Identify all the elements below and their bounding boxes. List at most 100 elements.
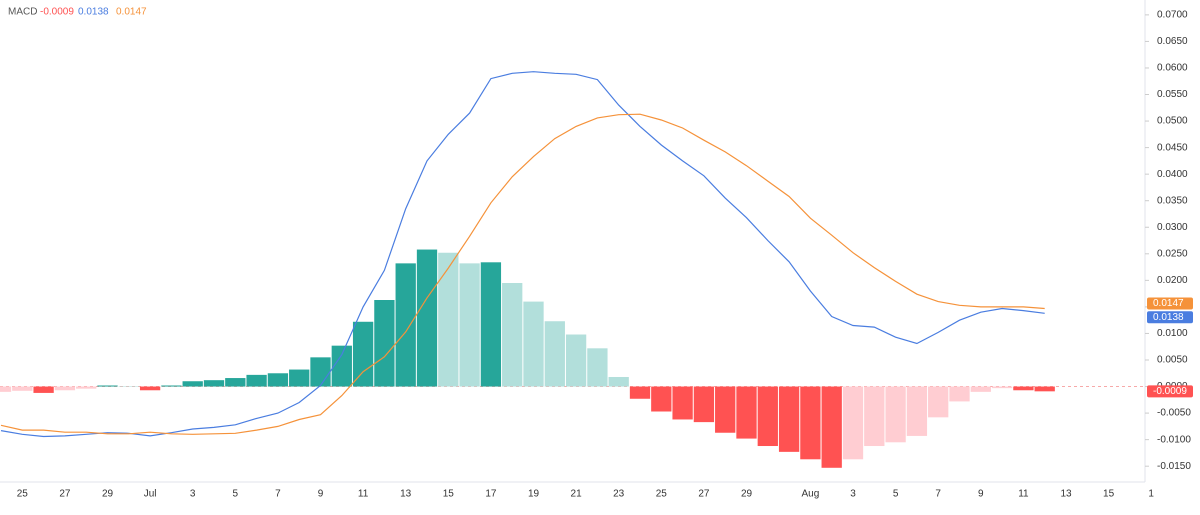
histogram-bar [544, 321, 565, 387]
histogram-bar [587, 348, 608, 387]
x-tick-label: 11 [1018, 489, 1029, 500]
y-tick-label: 0.0250 [1157, 248, 1188, 259]
histogram-bar [1013, 386, 1034, 391]
last-value-label: 0.0147 [1153, 298, 1184, 309]
x-tick-label: 21 [571, 489, 583, 500]
histogram-bar [182, 381, 203, 387]
histogram-bar [118, 386, 139, 387]
histogram-bar [715, 386, 736, 433]
histogram-bar [203, 380, 225, 387]
last-value-badge [1147, 297, 1193, 310]
histogram-bar [502, 283, 523, 387]
x-tick-label: 7 [275, 489, 281, 500]
x-tick-label: 29 [102, 489, 114, 500]
histogram-bar [565, 334, 587, 387]
histogram-bar [459, 263, 480, 387]
histogram-bar [629, 386, 651, 399]
histogram-bar [523, 301, 544, 387]
y-tick-label: 0.0200 [1157, 275, 1188, 286]
histogram-bar [651, 386, 672, 412]
histogram-bar [970, 386, 991, 392]
y-tick-label: 0.0350 [1157, 195, 1188, 206]
histogram-bar [693, 386, 715, 423]
histogram-bar [757, 386, 778, 447]
x-tick-label: 1 [1148, 489, 1154, 500]
histogram-bar [800, 386, 821, 460]
y-tick-label: -0.0150 [1157, 461, 1191, 472]
histogram-bar [331, 345, 352, 387]
x-tick-label: 7 [935, 489, 941, 500]
y-tick-label: 0.0700 [1157, 10, 1188, 21]
histogram-bar [12, 386, 33, 391]
x-tick-label: 17 [485, 489, 497, 500]
x-tick-label: 5 [233, 489, 239, 500]
histogram-bar [928, 386, 949, 418]
y-tick-label: 0.0400 [1157, 169, 1188, 180]
y-tick-label: 0.0450 [1157, 142, 1188, 153]
last-value-label: 0.0138 [1153, 312, 1184, 323]
y-tick-label: 0.0050 [1157, 355, 1188, 366]
last-value-badge [1147, 311, 1193, 324]
histogram-bar [246, 374, 267, 387]
histogram-bar [76, 386, 97, 389]
last-value-badge [1147, 385, 1193, 398]
histogram-bar [54, 386, 76, 391]
x-tick-label: 9 [978, 489, 984, 500]
y-tick-label: -0.0050 [1157, 408, 1191, 419]
histogram-bar [672, 386, 693, 420]
histogram-bar [438, 252, 459, 387]
histogram-bar [97, 385, 118, 387]
histogram-bar [885, 386, 906, 443]
x-tick-label: 13 [400, 489, 412, 500]
histogram-bar [352, 321, 374, 387]
x-tick-label: 11 [358, 489, 369, 500]
legend-value: -0.0009 [40, 7, 74, 18]
histogram-bar [949, 386, 970, 402]
last-value-label: -0.0009 [1153, 386, 1187, 397]
histogram-bar [480, 262, 502, 387]
histogram-bar [225, 378, 246, 387]
x-tick-label: 15 [443, 489, 455, 500]
histogram-bar [33, 386, 54, 393]
x-tick-label: 3 [190, 489, 196, 500]
x-tick-label: Jul [144, 489, 157, 500]
indicator-title: MACD [8, 7, 37, 18]
y-tick-label: 0.0100 [1157, 328, 1188, 339]
histogram-bar [991, 386, 1013, 389]
histogram-bar [267, 373, 289, 387]
y-tick-label: -0.0100 [1157, 434, 1191, 445]
histogram-bar [1034, 386, 1055, 392]
histogram-bar [0, 386, 12, 392]
histogram-bar [842, 386, 864, 460]
x-tick-label: 9 [318, 489, 324, 500]
y-tick-label: 0.0300 [1157, 222, 1188, 233]
y-tick-label: 0.0500 [1157, 116, 1188, 127]
histogram-bar [139, 386, 161, 391]
histogram-bar [374, 300, 395, 387]
x-tick-label: 15 [1103, 489, 1115, 500]
x-tick-label: 27 [698, 489, 710, 500]
histogram-bar [906, 386, 928, 436]
x-tick-label: 27 [59, 489, 71, 500]
y-tick-label: 0.0650 [1157, 36, 1188, 47]
histogram-bar [395, 263, 416, 387]
y-tick-label: 0.0600 [1157, 63, 1188, 74]
histogram-bar [864, 386, 885, 447]
histogram-bar [416, 249, 438, 387]
histogram-bar [608, 376, 629, 387]
x-tick-label: Aug [802, 489, 820, 500]
histogram-bar [821, 386, 842, 468]
histogram-bar [778, 386, 800, 452]
x-tick-label: 23 [613, 489, 625, 500]
line-series [0, 113, 1045, 435]
x-tick-label: 3 [850, 489, 856, 500]
histogram-bar [289, 369, 310, 387]
x-tick-label: 13 [1060, 489, 1072, 500]
x-tick-label: 5 [893, 489, 899, 500]
x-tick-label: 19 [528, 489, 540, 500]
x-tick-label: 25 [17, 489, 29, 500]
line-series [0, 71, 1045, 438]
x-tick-label: 25 [656, 489, 668, 500]
